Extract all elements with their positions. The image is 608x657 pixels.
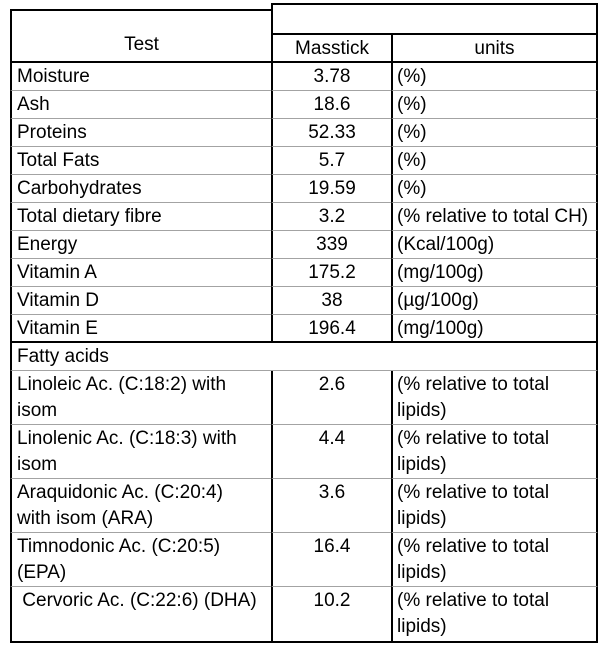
row-araquidonic-value: 3.6	[271, 479, 391, 533]
masstick-column-header: Masstick	[271, 35, 391, 63]
row-vitamin-a-value: 175.2	[271, 259, 391, 287]
row-vitamin-a-label: Vitamin A	[10, 259, 271, 287]
row-vitamin-d-units: (µg/100g)	[391, 287, 598, 315]
row-ash-units: (%)	[391, 91, 598, 119]
row-moisture-value: 3.78	[271, 63, 391, 91]
row-total-fats-label: Total Fats	[10, 147, 271, 175]
row-moisture-units: (%)	[391, 63, 598, 91]
row-cervoric-units: (% relative to total lipids)	[391, 587, 598, 641]
units-column-header: units	[391, 35, 598, 63]
row-araquidonic-label: Araquidonic Ac. (C:20:4) with isom (ARA)	[10, 479, 271, 533]
row-ash-value: 18.6	[271, 91, 391, 119]
row-timnodonic-label: Timnodonic Ac. (C:20:5) (EPA)	[10, 533, 271, 587]
row-dietary-fibre-value: 3.2	[271, 203, 391, 231]
row-cervoric-value: 10.2	[271, 587, 391, 641]
row-energy-value: 339	[271, 231, 391, 259]
row-vitamin-e-units: (mg/100g)	[391, 315, 598, 343]
row-moisture-label: Moisture	[10, 63, 271, 91]
row-energy-units: (Kcal/100g)	[391, 231, 598, 259]
row-vitamin-d-label: Vitamin D	[10, 287, 271, 315]
row-proteins-units: (%)	[391, 119, 598, 147]
test-column-header: Test	[10, 9, 271, 63]
row-carbohydrates-value: 19.59	[271, 175, 391, 203]
row-dietary-fibre-units: (% relative to total CH)	[391, 203, 598, 231]
row-total-fats-units: (%)	[391, 147, 598, 175]
test-header-label: Test	[124, 34, 159, 55]
row-timnodonic-units: (% relative to total lipids)	[391, 533, 598, 587]
row-araquidonic-units: (% relative to total lipids)	[391, 479, 598, 533]
row-proteins-value: 52.33	[271, 119, 391, 147]
results-group-header-cell	[271, 3, 598, 35]
row-total-fats-value: 5.7	[271, 147, 391, 175]
row-proteins-label: Proteins	[10, 119, 271, 147]
row-timnodonic-value: 16.4	[271, 533, 391, 587]
row-linoleic-units: (% relative to total lipids)	[391, 371, 598, 425]
nutrition-table: Test Masstick units Moisture 3.78 (%) As…	[10, 3, 598, 643]
row-linoleic-label: Linoleic Ac. (C:18:2) with isom	[10, 371, 271, 425]
row-carbohydrates-units: (%)	[391, 175, 598, 203]
row-carbohydrates-label: Carbohydrates	[10, 175, 271, 203]
row-linolenic-value: 4.4	[271, 425, 391, 479]
row-linolenic-units: (% relative to total lipids)	[391, 425, 598, 479]
row-linolenic-label: Linolenic Ac. (C:18:3) with isom	[10, 425, 271, 479]
row-vitamin-a-units: (mg/100g)	[391, 259, 598, 287]
row-vitamin-d-value: 38	[271, 287, 391, 315]
row-linoleic-value: 2.6	[271, 371, 391, 425]
row-dietary-fibre-label: Total dietary fibre	[10, 203, 271, 231]
fatty-acids-section-header: Fatty acids	[10, 343, 598, 371]
row-cervoric-label: Cervoric Ac. (C:22:6) (DHA)	[10, 587, 271, 641]
row-energy-label: Energy	[10, 231, 271, 259]
row-vitamin-e-label: Vitamin E	[10, 315, 271, 343]
row-vitamin-e-value: 196.4	[271, 315, 391, 343]
row-ash-label: Ash	[10, 91, 271, 119]
